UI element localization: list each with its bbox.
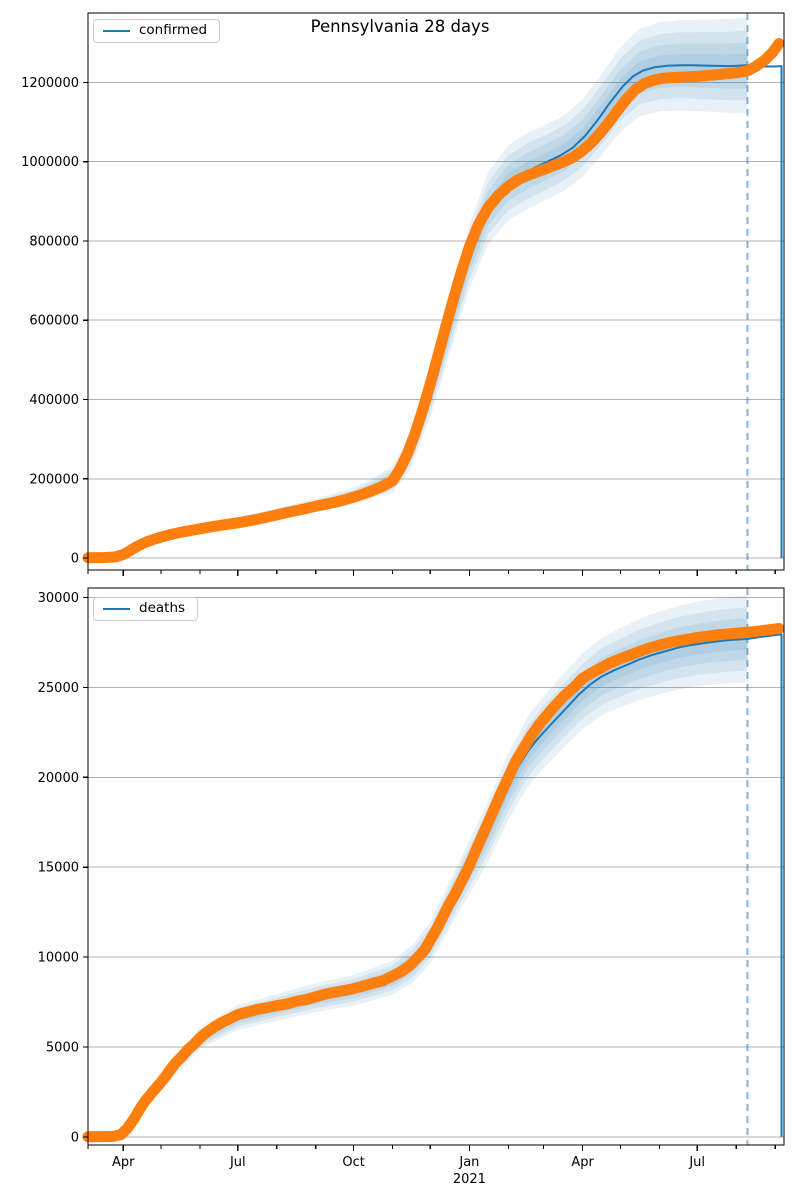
legend-deaths-label: deaths	[139, 600, 186, 616]
confirmed-y-tick-label: 1200000	[21, 76, 79, 91]
deaths-actual-line	[82, 623, 785, 1143]
confirmed-forecast-line	[87, 64, 783, 559]
forecast-line-sample-icon	[103, 29, 130, 32]
confirmed-y-tick-label: 1000000	[21, 155, 79, 170]
deaths-y-tick-label: 30000	[38, 591, 79, 606]
legend-confirmed-label: confirmed	[139, 22, 208, 38]
forecast-line-sample-icon	[103, 607, 130, 610]
deaths-y-tick-label: 10000	[38, 951, 79, 966]
confirmed-y-tick-label: 600000	[29, 314, 79, 329]
deaths-y-tick-label: 15000	[38, 861, 79, 876]
confirmed-actual-line	[82, 38, 785, 564]
confirmed-y-tick-label: 800000	[29, 235, 79, 250]
confirmed-y-tick-label: 400000	[29, 393, 79, 408]
deaths-y-tick-label: 5000	[46, 1041, 79, 1056]
confirmed-confidence-band	[123, 30, 748, 555]
legend-deaths: deaths	[93, 597, 199, 621]
x-tick-label: Jan	[458, 1155, 479, 1170]
deaths-y-tick-label: 20000	[38, 771, 79, 786]
chart-title: Pennsylvania 28 days	[310, 17, 490, 36]
deaths-plot-border	[87, 587, 785, 1146]
confirmed-y-tick-label: 0	[71, 552, 79, 567]
confirmed-confidence-band	[123, 53, 748, 555]
confirmed-y-tick-label: 200000	[29, 472, 79, 487]
x-tick-label: Oct	[342, 1155, 364, 1170]
x-tick-label: Jul	[688, 1155, 705, 1170]
deaths-y-tick-label: 25000	[38, 681, 79, 696]
deaths-forecast-line	[87, 633, 783, 1138]
confirmed-confidence-band	[123, 17, 748, 555]
deaths-y-tick-label: 0	[71, 1130, 79, 1145]
x-axis-year-label: 2021	[453, 1172, 486, 1187]
x-tick-label: Apr	[112, 1155, 135, 1170]
deaths-confidence-band	[123, 628, 748, 1132]
legend-confirmed: confirmed	[93, 19, 221, 43]
x-tick-label: Apr	[571, 1155, 594, 1170]
confirmed-confidence-band	[123, 42, 748, 555]
deaths-confidence-band	[123, 595, 748, 1133]
confirmed-plot-border	[87, 12, 785, 571]
x-tick-label: Jul	[229, 1155, 246, 1170]
